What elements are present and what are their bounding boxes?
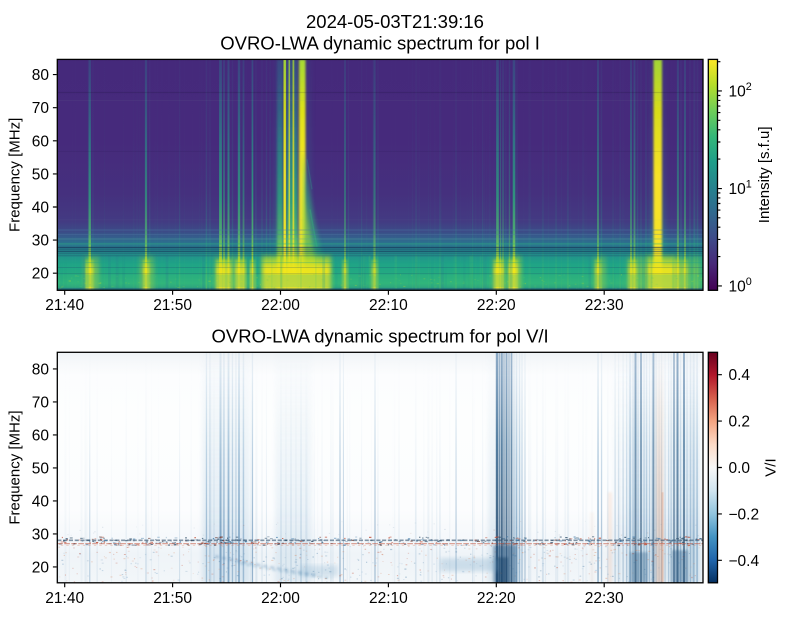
svg-text:60: 60 [32,427,50,444]
svg-text:−0.4: −0.4 [729,553,760,570]
svg-text:−0.2: −0.2 [729,506,760,523]
svg-text:20: 20 [32,266,50,283]
svg-text:22:00: 22:00 [261,297,300,314]
svg-text:50: 50 [32,460,50,477]
svg-text:22:30: 22:30 [585,590,624,607]
svg-text:30: 30 [32,233,50,250]
svg-text:21:50: 21:50 [153,590,192,607]
svg-text:2024-05-03T21:39:16: 2024-05-03T21:39:16 [306,11,484,32]
svg-text:V/I: V/I [762,458,779,476]
svg-text:70: 70 [32,100,50,117]
svg-text:40: 40 [32,493,50,510]
svg-text:21:40: 21:40 [45,297,84,314]
svg-text:OVRO-LWA dynamic spectrum for: OVRO-LWA dynamic spectrum for pol I [220,33,540,54]
svg-text:22:20: 22:20 [477,297,516,314]
svg-text:22:10: 22:10 [369,297,408,314]
svg-text:80: 80 [32,67,50,84]
svg-text:22:00: 22:00 [261,590,300,607]
svg-text:80: 80 [32,361,50,378]
svg-text:30: 30 [32,526,50,543]
svg-text:22:20: 22:20 [477,590,516,607]
svg-text:Frequency [MHz]: Frequency [MHz] [6,410,23,524]
svg-text:22:30: 22:30 [585,297,624,314]
svg-text:60: 60 [32,133,50,150]
svg-text:21:50: 21:50 [153,297,192,314]
svg-text:40: 40 [32,200,50,217]
svg-text:0.2: 0.2 [729,414,751,431]
svg-text:20: 20 [32,559,50,576]
svg-text:21:40: 21:40 [45,590,84,607]
svg-text:50: 50 [32,166,50,183]
svg-text:0.0: 0.0 [729,460,751,477]
svg-text:0.4: 0.4 [729,367,751,384]
svg-text:Frequency [MHz]: Frequency [MHz] [6,118,23,232]
svg-text:22:10: 22:10 [369,590,408,607]
svg-text:OVRO-LWA dynamic spectrum for: OVRO-LWA dynamic spectrum for pol V/I [211,326,548,347]
svg-text:70: 70 [32,394,50,411]
svg-text:Intensity [s.f.u]: Intensity [s.f.u] [756,126,773,223]
